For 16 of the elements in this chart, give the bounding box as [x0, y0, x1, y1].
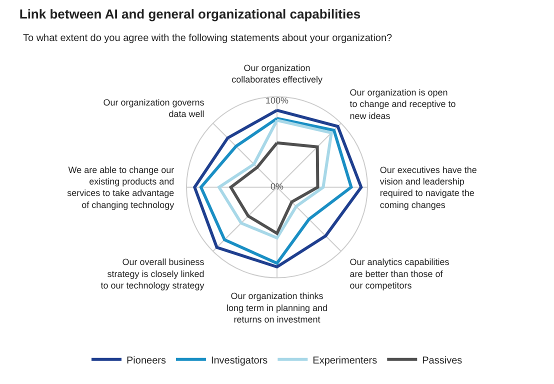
y-tick-label: 0%	[270, 181, 284, 192]
legend-label: Investigators	[210, 355, 268, 366]
legend-label: Pioneers	[126, 355, 166, 366]
chart-title: Link between AI and general organizational capabilities	[19, 6, 361, 22]
spoke-label: Our executives have the vision and leadership required to navigate the coming changes	[380, 164, 477, 210]
spoke-label: We are able to change our existing products and services to take advantage of changing technology	[67, 164, 175, 210]
legend-label: Passives	[422, 355, 462, 366]
spoke-label: Our organization governs data well	[103, 98, 205, 120]
spoke-label: Our organization is open to change and receptive to new ideas	[350, 88, 456, 121]
spoke-label: Our analytics capabilities are better than those of our competitors	[350, 257, 450, 291]
spoke-label: Our overall business strategy is closely linked to our technology strategy	[100, 257, 205, 291]
chart-subtitle: To what extent do you agree with the following statements about your organization?	[23, 33, 393, 44]
spoke-label: Our organization thinks long term in planning and returns on investment	[226, 291, 328, 324]
spoke-label: Our organization collaborates effectively	[232, 62, 323, 85]
legend-label: Experimenters	[312, 355, 378, 366]
y-tick-label: 100%	[265, 95, 289, 106]
